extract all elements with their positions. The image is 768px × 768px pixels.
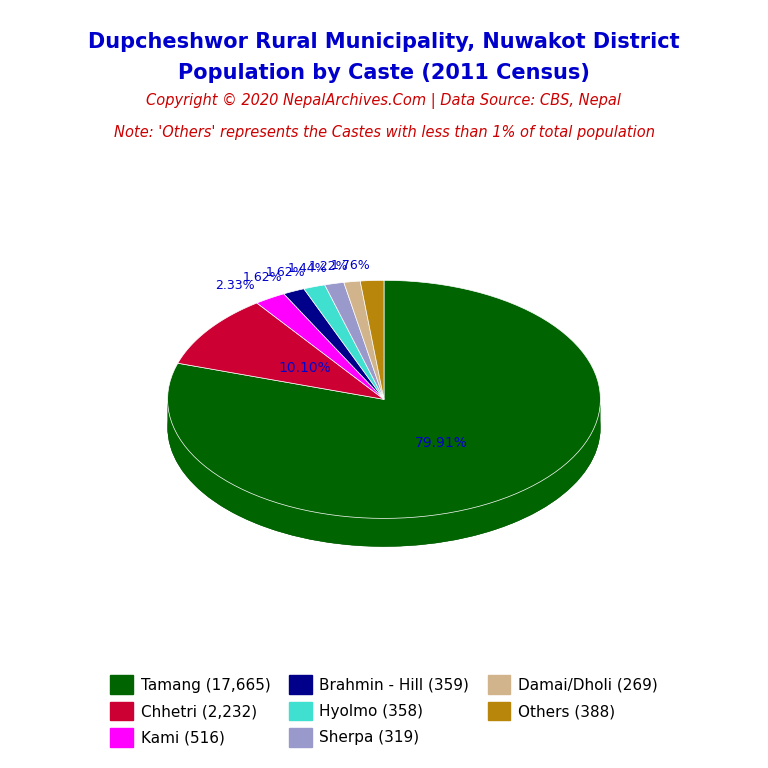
Text: Population by Caste (2011 Census): Population by Caste (2011 Census) — [178, 63, 590, 83]
Text: 2.33%: 2.33% — [216, 279, 255, 292]
Text: 1.44%: 1.44% — [288, 262, 328, 275]
PathPatch shape — [325, 283, 384, 399]
PathPatch shape — [360, 280, 384, 399]
PathPatch shape — [304, 285, 384, 399]
Text: Note: 'Others' represents the Castes with less than 1% of total population: Note: 'Others' represents the Castes wit… — [114, 124, 654, 140]
PathPatch shape — [177, 303, 384, 399]
PathPatch shape — [167, 280, 601, 518]
Text: 79.91%: 79.91% — [415, 435, 468, 449]
Legend: Tamang (17,665), Chhetri (2,232), Kami (516), Brahmin - Hill (359), Hyolmo (358): Tamang (17,665), Chhetri (2,232), Kami (… — [104, 669, 664, 753]
PathPatch shape — [257, 294, 384, 399]
Text: 1.62%: 1.62% — [266, 266, 305, 279]
Text: 1.22%: 1.22% — [308, 260, 348, 273]
Text: 10.10%: 10.10% — [279, 361, 332, 375]
Ellipse shape — [167, 309, 601, 547]
PathPatch shape — [344, 281, 384, 399]
Polygon shape — [167, 403, 601, 547]
Text: Copyright © 2020 NepalArchives.Com | Data Source: CBS, Nepal: Copyright © 2020 NepalArchives.Com | Dat… — [147, 94, 621, 109]
Text: 1.62%: 1.62% — [243, 270, 282, 283]
Text: 1.76%: 1.76% — [331, 259, 370, 272]
PathPatch shape — [284, 289, 384, 399]
Text: Dupcheshwor Rural Municipality, Nuwakot District: Dupcheshwor Rural Municipality, Nuwakot … — [88, 32, 680, 52]
